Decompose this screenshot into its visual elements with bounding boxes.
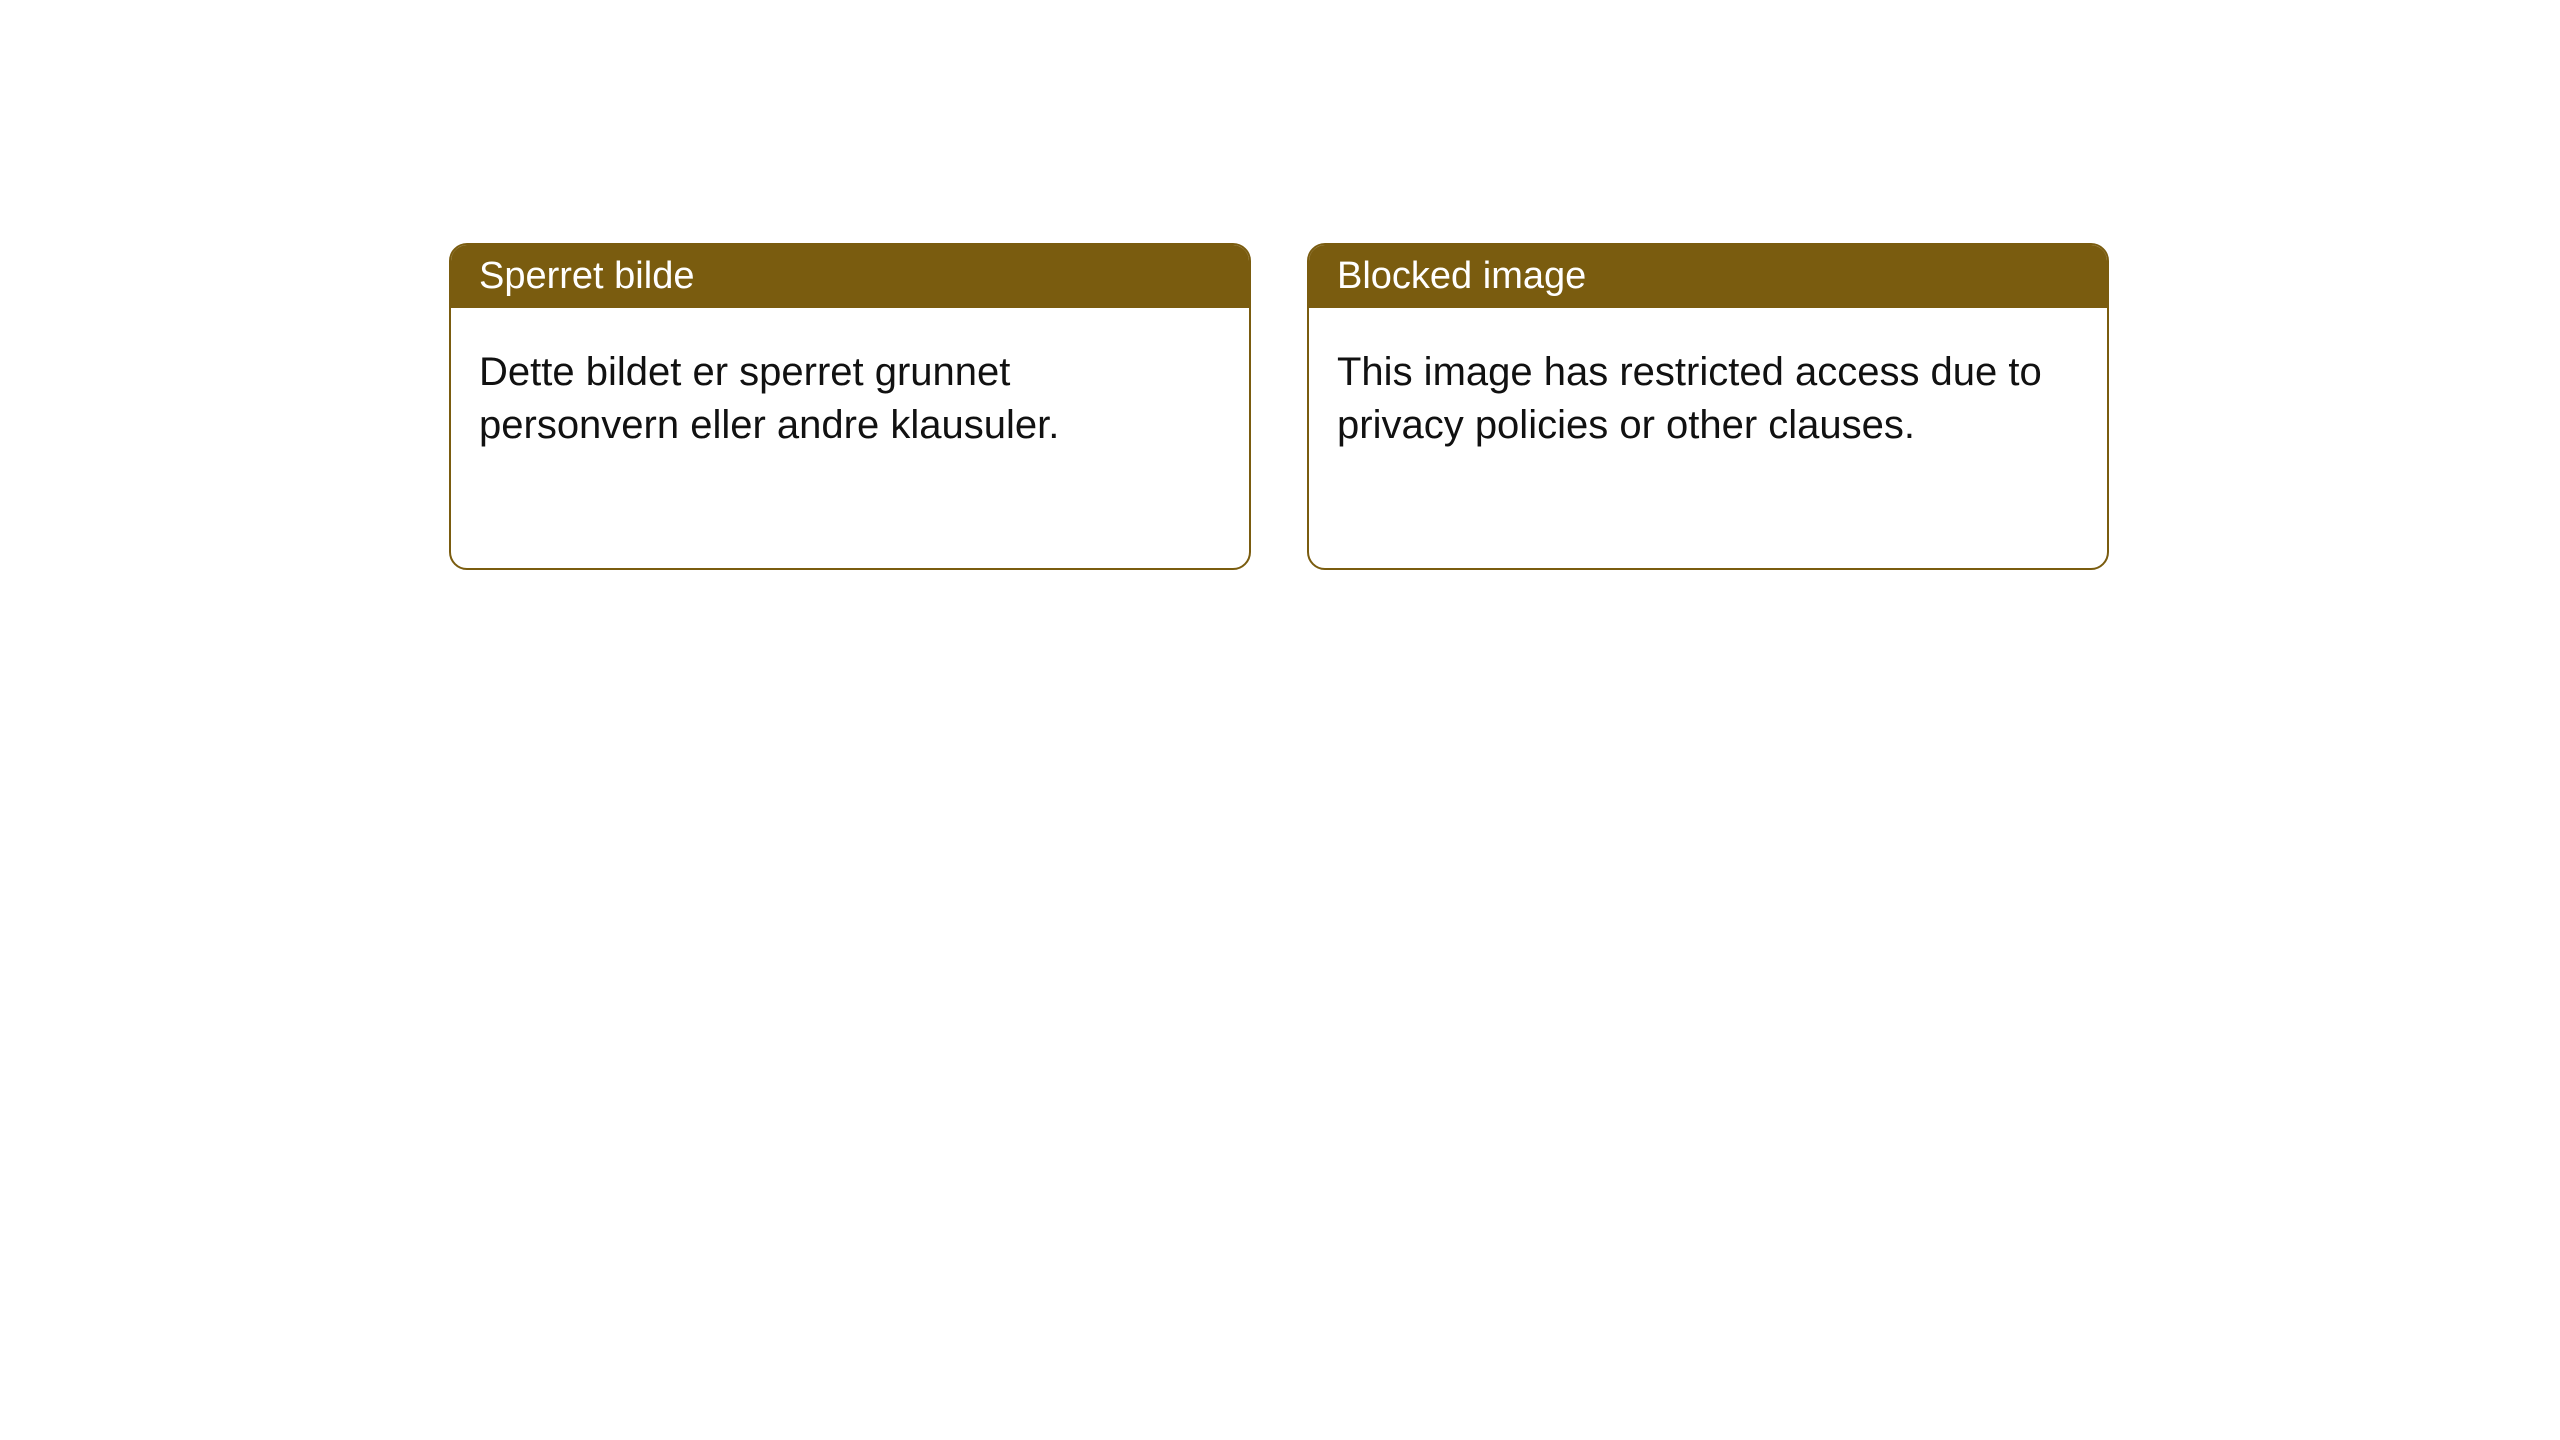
blocked-image-card-no: Sperret bilde Dette bildet er sperret gr… — [449, 243, 1251, 570]
card-body-en: This image has restricted access due to … — [1309, 308, 2107, 568]
notice-cards-container: Sperret bilde Dette bildet er sperret gr… — [0, 0, 2560, 570]
card-header-en: Blocked image — [1309, 245, 2107, 308]
card-header-no: Sperret bilde — [451, 245, 1249, 308]
blocked-image-card-en: Blocked image This image has restricted … — [1307, 243, 2109, 570]
card-body-no: Dette bildet er sperret grunnet personve… — [451, 308, 1249, 568]
